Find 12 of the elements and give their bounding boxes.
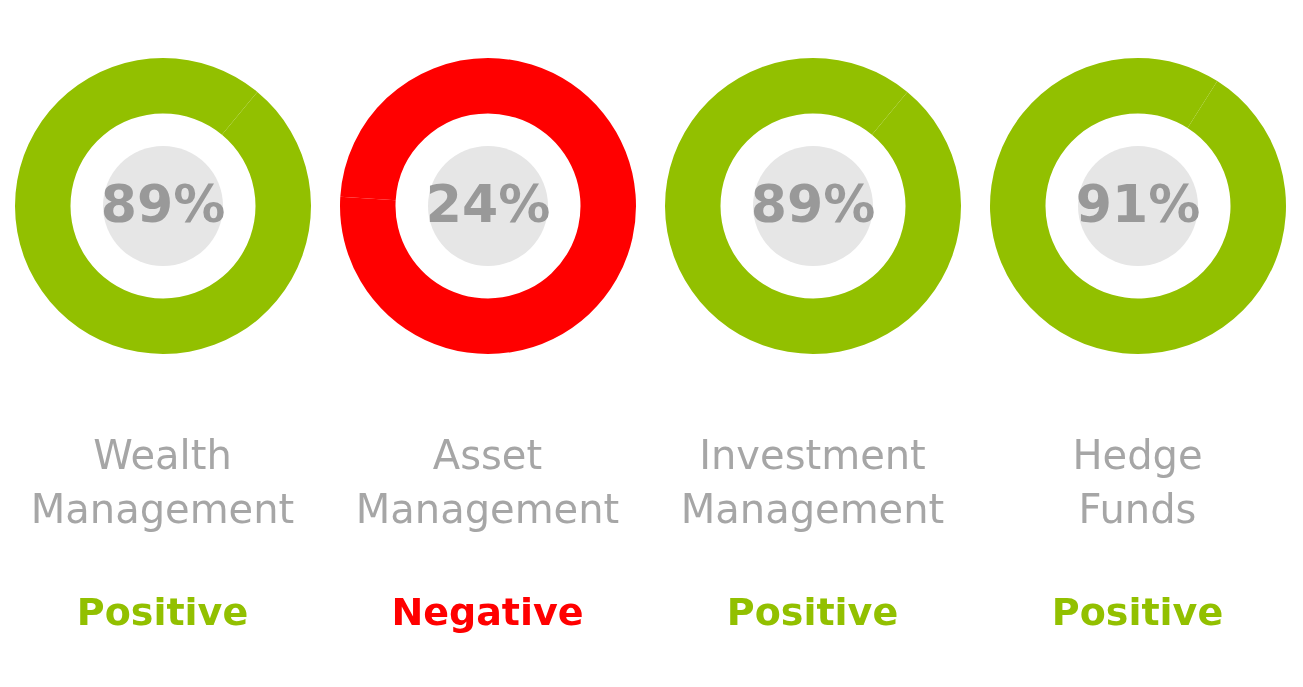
text: Positive	[1050, 590, 1225, 634]
data-label: 89%	[750, 173, 876, 234]
data-label: 91%	[1075, 173, 1201, 234]
data-label: 89%	[100, 173, 226, 234]
text: Wealth Management	[30, 431, 295, 534]
text: Positive	[725, 590, 900, 634]
text: Positive	[75, 590, 250, 634]
text: Asset Management	[355, 431, 620, 534]
text: Hedge Funds	[1072, 431, 1203, 534]
text: Investment Management	[680, 431, 945, 534]
data-label: 24%	[425, 173, 551, 234]
text: Negative	[390, 590, 585, 634]
